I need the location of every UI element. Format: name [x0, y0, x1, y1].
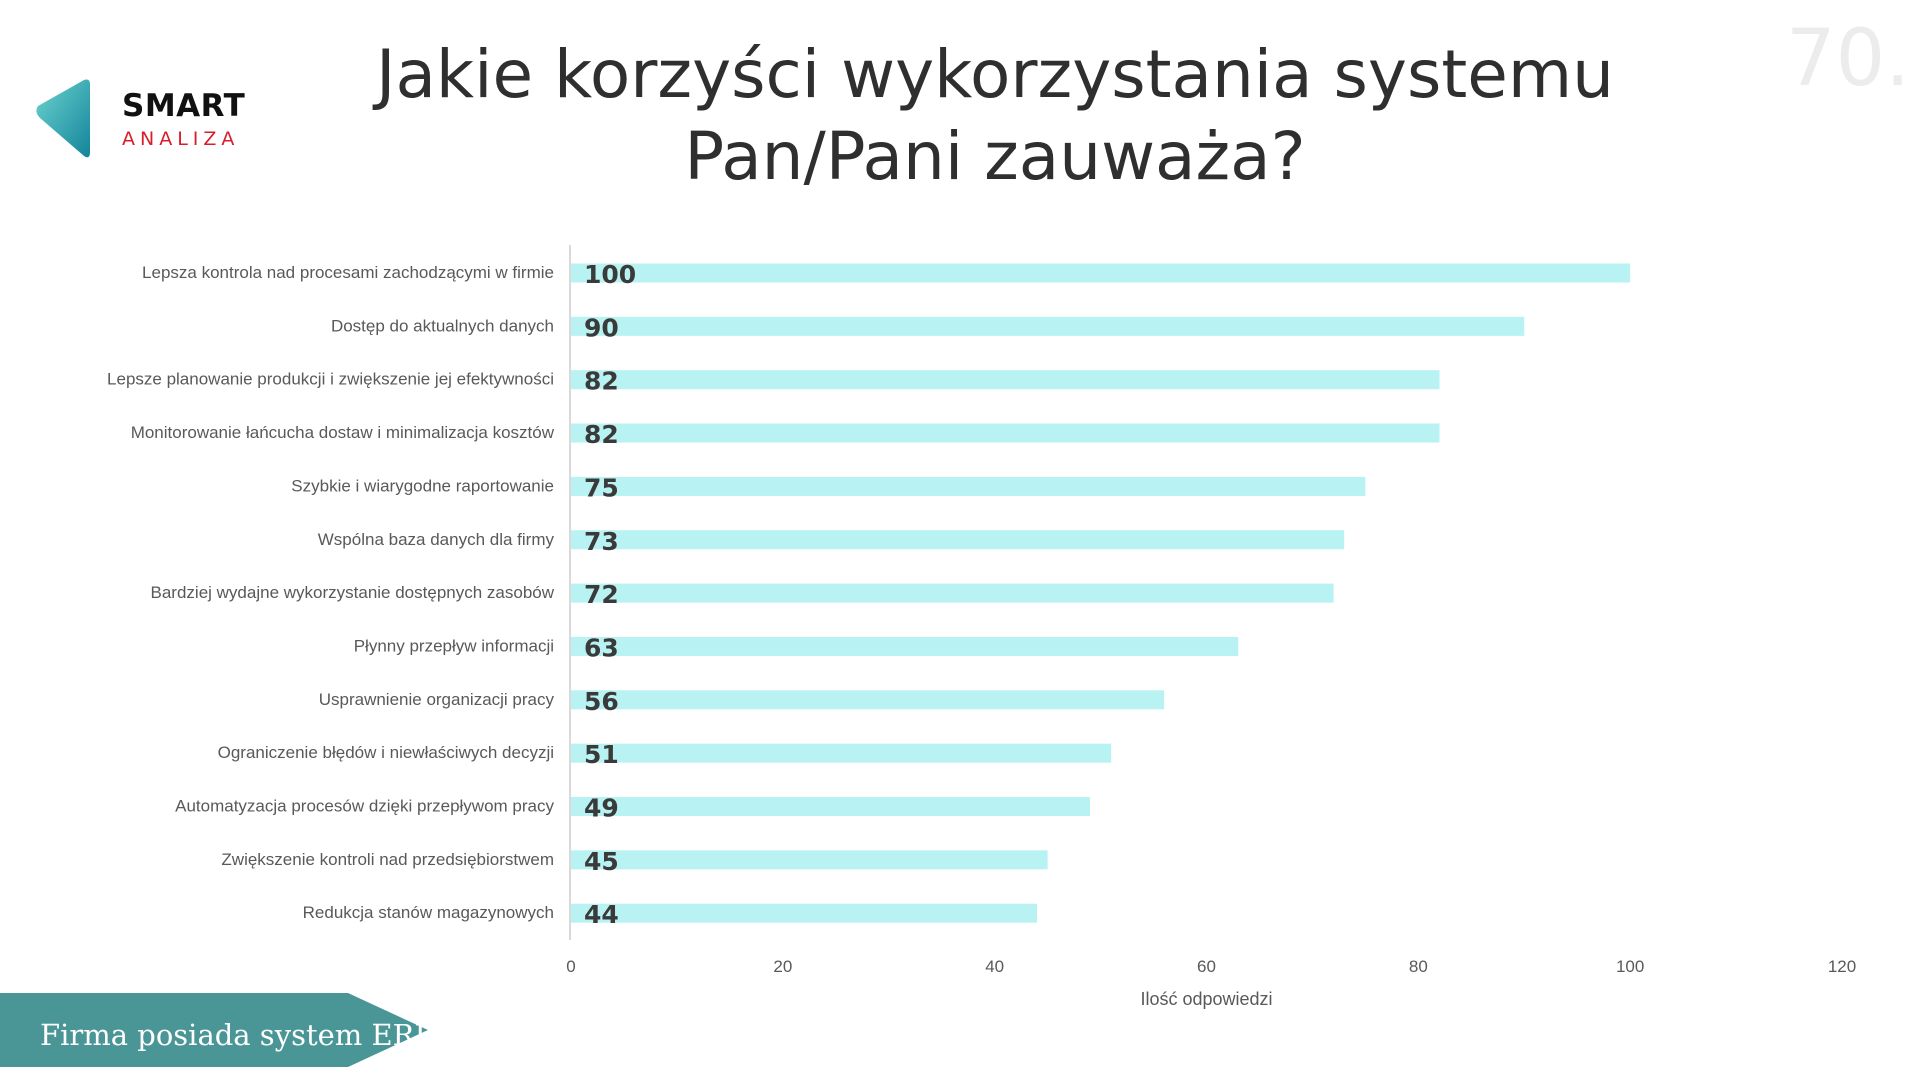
data-label: 90 [584, 313, 619, 342]
logo-text-analiza: ANALIZA [122, 128, 240, 150]
x-tick-label: 60 [1197, 957, 1216, 976]
bar [571, 370, 1440, 390]
data-label: 45 [584, 847, 619, 876]
bar [571, 263, 1631, 283]
bar [571, 423, 1440, 443]
category-label: Lepsza kontrola nad procesami zachodzący… [142, 263, 554, 282]
bar [571, 316, 1525, 336]
title-line-1: Jakie korzyści wykorzystania systemu [376, 36, 1614, 113]
data-label: 51 [584, 740, 619, 769]
category-label: Automatyzacja procesów dzięki przepływom… [175, 797, 554, 816]
data-label: 72 [584, 580, 619, 609]
data-label: 73 [584, 527, 619, 556]
bar [571, 850, 1048, 870]
banner-text: Firma posiada system ERP. [40, 1018, 438, 1052]
x-tick-label: 120 [1828, 957, 1856, 976]
data-label: 49 [584, 794, 619, 823]
category-label: Płynny przepływ informacji [354, 636, 554, 655]
category-label: Szybkie i wiarygodne raportowanie [291, 476, 554, 495]
title-line-2: Pan/Pani zauważa? [684, 118, 1306, 195]
bar [571, 743, 1112, 763]
data-label: 82 [584, 367, 619, 396]
bar [571, 476, 1366, 496]
x-axis-title: Ilość odpowiedzi [1140, 989, 1272, 1009]
bar [571, 690, 1165, 710]
x-tick-label: 100 [1616, 957, 1644, 976]
x-tick-label: 40 [985, 957, 1004, 976]
category-label: Zwiększenie kontroli nad przedsiębiorstw… [221, 850, 554, 869]
logo-text-smart: SMART [122, 88, 246, 124]
category-label: Monitorowanie łańcucha dostaw i minimali… [131, 423, 555, 442]
data-label: 56 [584, 687, 619, 716]
data-label: 82 [584, 420, 619, 449]
category-label: Usprawnienie organizacji pracy [319, 690, 555, 709]
x-tick-label: 0 [566, 957, 575, 976]
category-label: Wspólna baza danych dla firmy [318, 530, 555, 549]
bar [571, 530, 1345, 550]
page-title: Jakie korzyści wykorzystania systemu Pan… [300, 34, 1690, 198]
category-label: Ograniczenie błędów i niewłaściwych decy… [218, 743, 554, 762]
bar [571, 797, 1090, 816]
logo-icon [36, 79, 90, 158]
category-label: Redukcja stanów magazynowych [303, 903, 554, 922]
data-label: 44 [584, 900, 619, 929]
bar [571, 583, 1334, 603]
page-number: 70. [1785, 14, 1910, 104]
category-label: Lepsze planowanie produkcji i zwiększeni… [107, 370, 554, 389]
x-tick-label: 80 [1409, 957, 1428, 976]
x-tick-label: 20 [773, 957, 792, 976]
category-label: Bardziej wydajne wykorzystanie dostępnyc… [151, 583, 555, 602]
data-label: 63 [584, 633, 619, 662]
bar [571, 903, 1038, 923]
bar [571, 636, 1239, 656]
banner-arrow [0, 993, 428, 1067]
data-label: 100 [584, 260, 636, 289]
data-label: 75 [584, 473, 619, 502]
category-label: Dostęp do aktualnych danych [331, 316, 554, 335]
